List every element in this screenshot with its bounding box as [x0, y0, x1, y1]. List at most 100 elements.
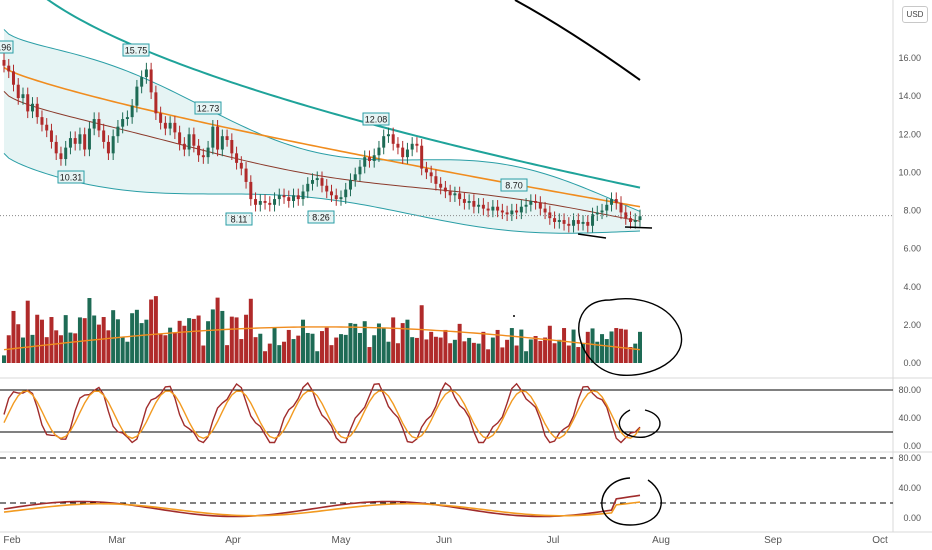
volume-bar	[353, 323, 358, 363]
volume-bar	[609, 331, 614, 363]
price-label: 8.11	[231, 215, 248, 225]
candle-body	[334, 195, 338, 200]
candle-body	[543, 208, 547, 213]
volume-bar	[619, 328, 624, 363]
time-tick: Oct	[872, 535, 888, 546]
candle-body	[225, 136, 229, 140]
candle-body	[572, 220, 576, 226]
long-oscillator	[0, 457, 893, 518]
candle-body	[500, 210, 504, 213]
volume-bar	[414, 337, 419, 363]
volume-bar	[462, 341, 467, 363]
candle-body	[510, 210, 514, 215]
candle-body	[534, 200, 538, 203]
candle-body	[111, 136, 115, 154]
candlesticks	[2, 53, 642, 233]
osc2-tick: 0.00	[903, 513, 921, 523]
time-tick: Mar	[108, 535, 126, 546]
candle-body	[287, 197, 291, 201]
candle-body	[83, 134, 87, 150]
candle-body	[258, 200, 262, 205]
volume-bar	[196, 315, 201, 363]
candle-body	[30, 103, 34, 112]
candle-body	[159, 113, 163, 123]
price-label-box	[362, 112, 390, 126]
support-line	[577, 233, 607, 239]
candle-body	[562, 220, 566, 224]
candle-body	[391, 134, 395, 144]
price-tick: 2.00	[903, 320, 921, 330]
candle-body	[220, 136, 224, 150]
volume-bar	[381, 328, 386, 363]
volume-bar	[633, 343, 638, 363]
candle-body	[610, 199, 614, 205]
volume-bar	[471, 342, 476, 363]
volume-bar	[604, 339, 609, 363]
candle-body	[26, 94, 30, 112]
candle-body	[605, 204, 609, 211]
candle-body	[429, 172, 433, 177]
candle-body	[87, 128, 91, 150]
currency-button[interactable]: USD	[902, 6, 928, 23]
volume-bar	[20, 337, 25, 363]
candle-body	[458, 193, 462, 200]
volume-bar	[35, 314, 40, 363]
price-label: 15.96	[0, 43, 11, 53]
candle-body	[263, 200, 267, 203]
osc2-tick: 40.00	[898, 483, 921, 493]
candle-body	[216, 126, 220, 150]
candle-body	[415, 143, 419, 146]
candle-body	[477, 204, 481, 207]
stoch-k	[3, 381, 641, 444]
volume-bar	[457, 323, 462, 363]
price-label: 12.08	[365, 115, 388, 125]
volume-bar	[476, 343, 481, 363]
candle-body	[121, 119, 125, 127]
candle-body	[410, 143, 414, 150]
candle-body	[401, 147, 405, 158]
volume-bar	[149, 299, 154, 363]
volume-bar	[73, 333, 78, 363]
candle-body	[481, 204, 485, 209]
volume-bar	[244, 314, 249, 363]
candle-body	[624, 212, 628, 219]
candle-body	[382, 136, 386, 148]
bollinger-upper	[3, 29, 641, 212]
volume-circle	[578, 298, 683, 377]
candle-body	[439, 183, 443, 188]
volume-bar	[286, 329, 291, 363]
candle-body	[249, 181, 253, 200]
candle-body	[135, 86, 139, 106]
candle-body	[301, 191, 305, 200]
candle-body	[197, 145, 201, 156]
stoch-tick: 0.00	[903, 441, 921, 451]
volume-bar	[362, 321, 367, 363]
candle-body	[306, 183, 310, 192]
candle-body	[173, 122, 177, 133]
volume-bar	[585, 331, 590, 363]
candle-body	[97, 119, 101, 131]
dot	[513, 315, 515, 317]
candle-body	[486, 208, 490, 211]
candle-body	[629, 218, 633, 222]
candle-body	[235, 153, 239, 163]
volume-bar	[438, 337, 443, 363]
osc2-circle	[601, 477, 662, 526]
candle-body	[125, 117, 129, 120]
price-label-box	[57, 170, 85, 184]
candle-body	[538, 202, 542, 209]
candle-body	[230, 139, 234, 154]
price-tick: 14.00	[898, 91, 921, 101]
bollinger-lower	[3, 152, 641, 234]
candle-body	[54, 141, 58, 154]
volume-bar	[429, 331, 434, 363]
candle-body	[178, 132, 182, 144]
volume-bar	[315, 351, 320, 363]
volume-bar	[68, 332, 73, 363]
candle-body	[192, 134, 196, 146]
time-tick: Aug	[652, 535, 670, 546]
price-labels: 15.96 15.75 12.73 10.31 8.11 8.26 12.08 8.70	[0, 40, 528, 226]
candle-body	[553, 218, 557, 222]
candle-body	[168, 122, 172, 129]
